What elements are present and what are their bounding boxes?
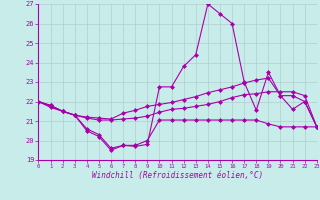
X-axis label: Windchill (Refroidissement éolien,°C): Windchill (Refroidissement éolien,°C) bbox=[92, 171, 263, 180]
